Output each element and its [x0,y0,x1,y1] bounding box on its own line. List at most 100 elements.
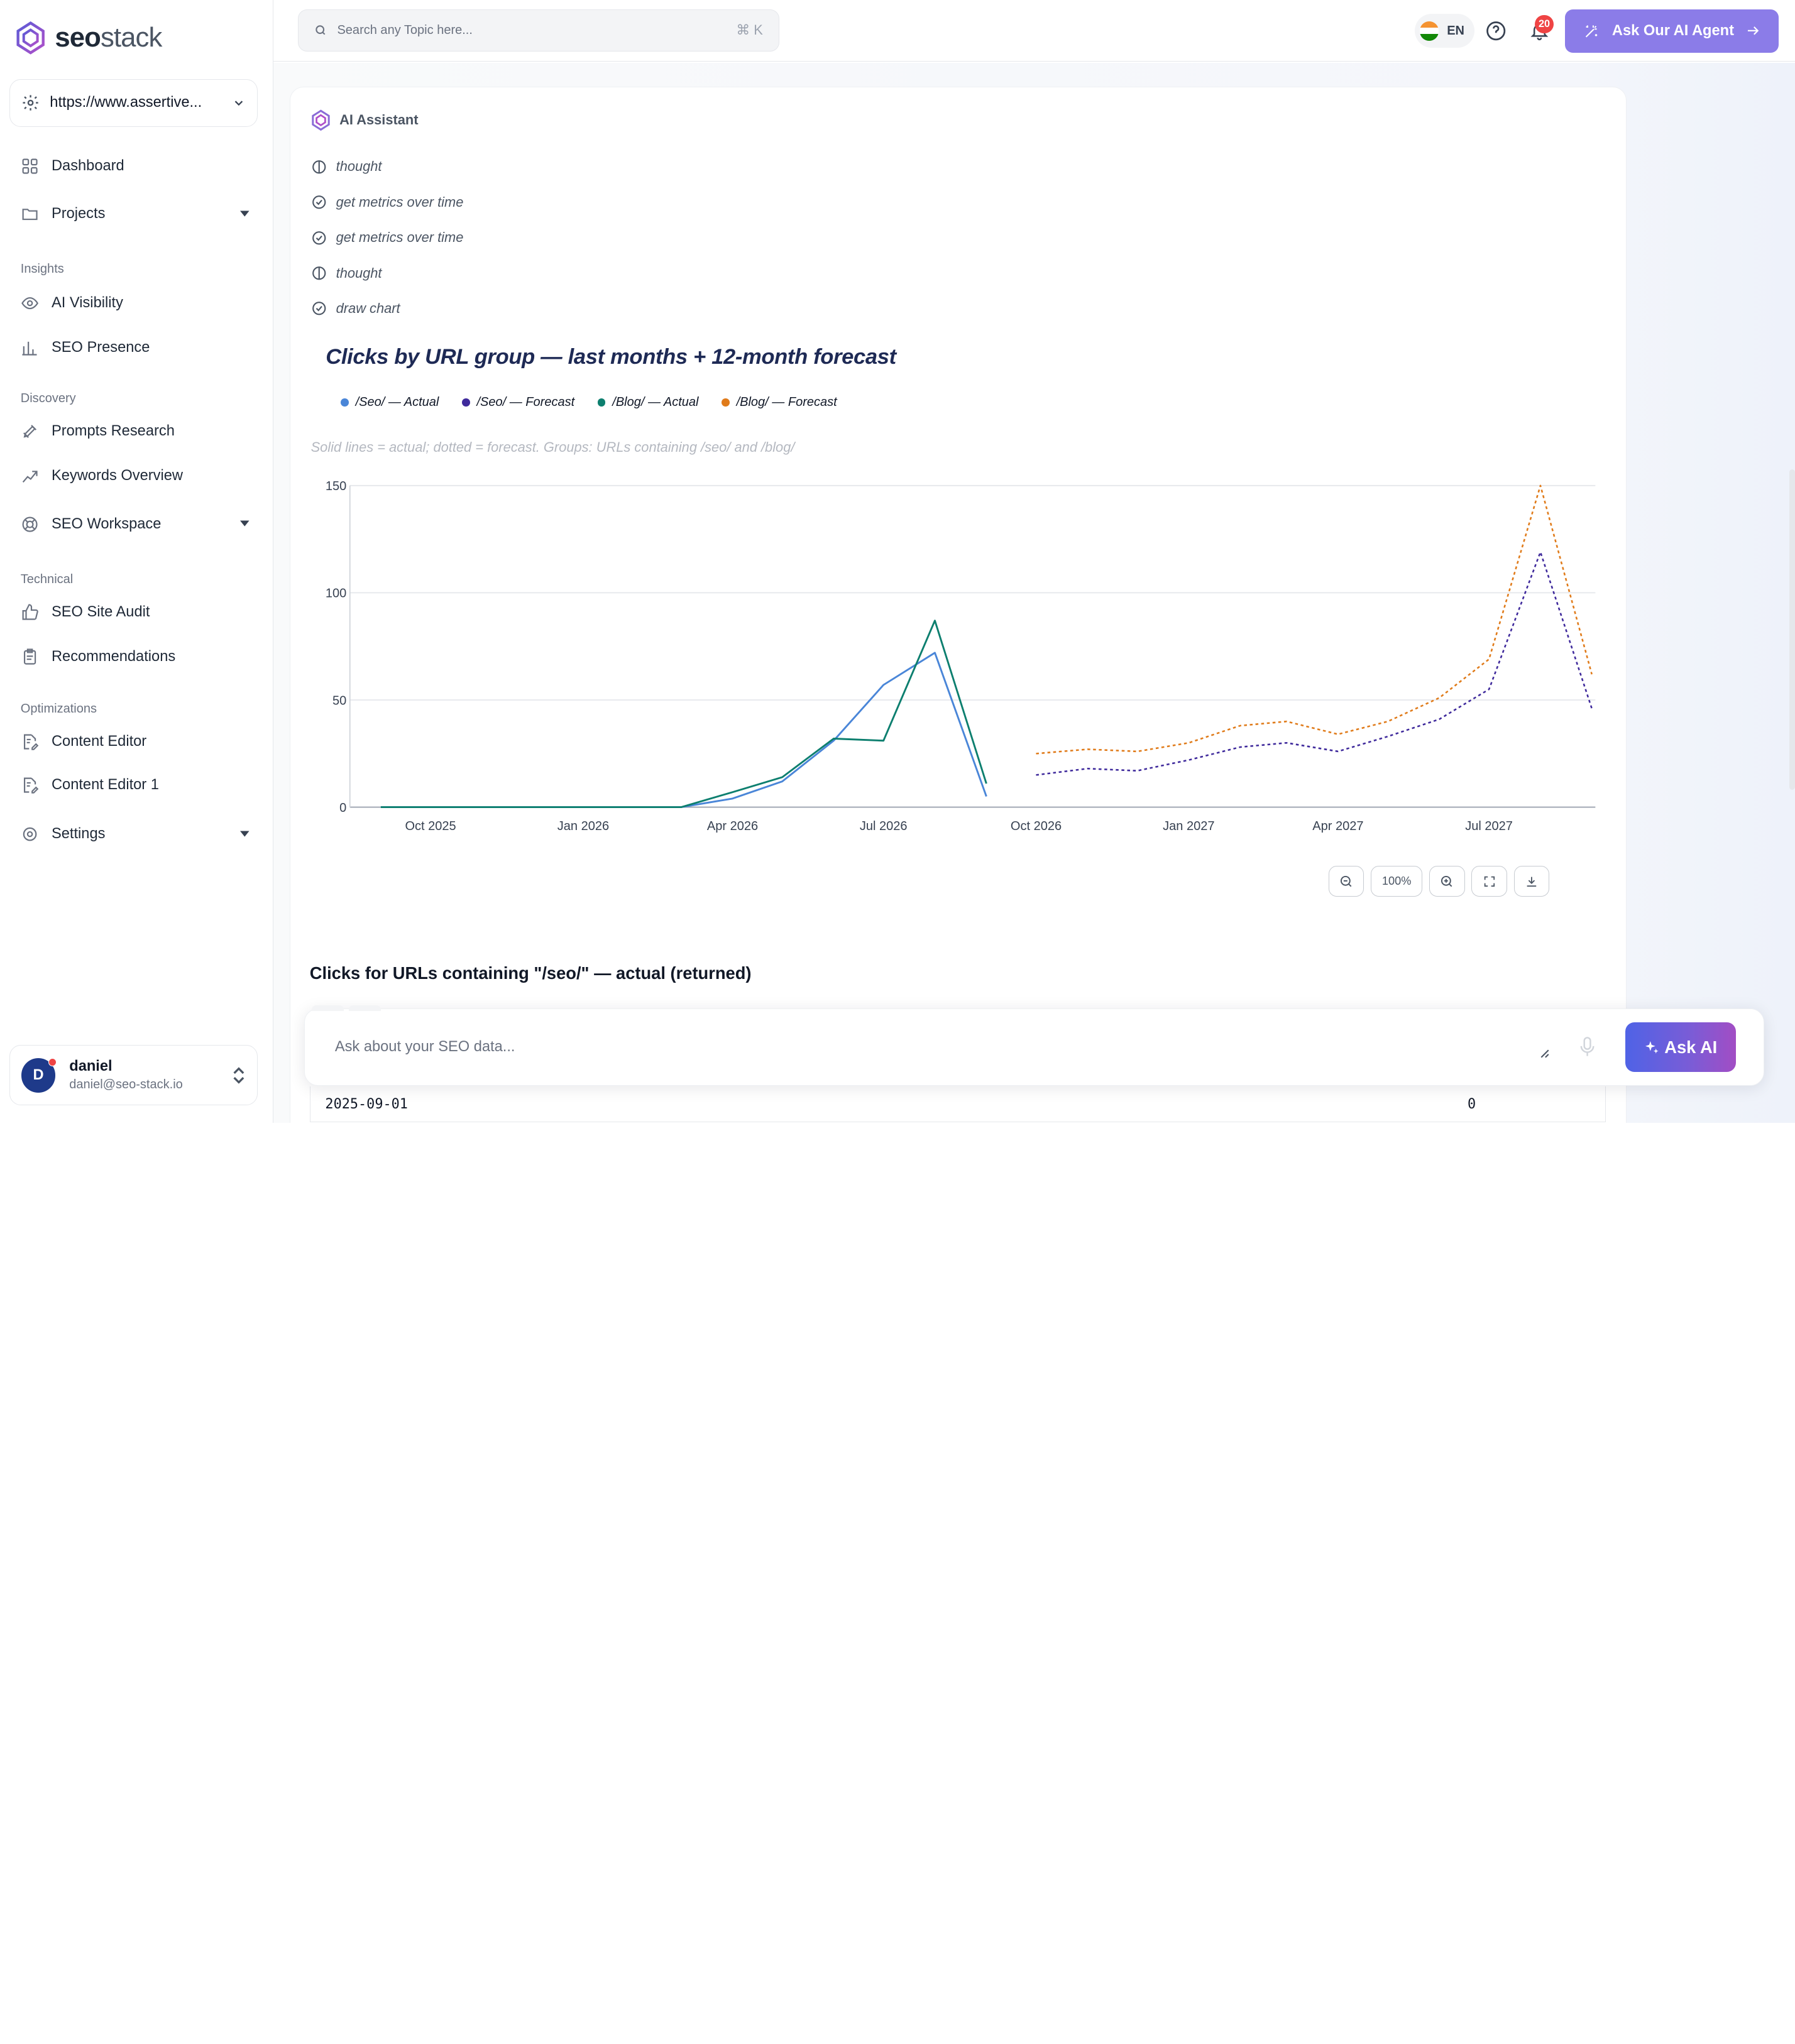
x-tick-label: Jul 2026 [860,819,908,833]
trend-icon [22,471,38,483]
sidebar-item-label: Projects [51,205,106,222]
zoom-level[interactable]: 100% [1371,865,1423,897]
download-button[interactable] [1513,865,1550,897]
chart-title: Clicks by URL group — last months + 12-m… [326,345,896,369]
scrollbar[interactable] [1789,469,1795,790]
gear-icon [23,827,37,841]
eye-icon [21,297,38,310]
chart-toolbar: 100% [1328,865,1550,897]
section-optimizations: Optimizations [20,701,97,716]
chart-legend: /Seo/ — Actual /Seo/ — Forecast /Blog/ —… [340,395,837,410]
section-discovery: Discovery [20,391,76,405]
logo-icon [16,21,45,55]
sidebar-item-settings[interactable]: Settings [21,825,250,843]
sidebar-item-label: SEO Site Audit [51,603,150,620]
thought-icon [312,266,326,280]
sidebar-item-dashboard[interactable]: Dashboard [21,157,250,175]
zoom-in-icon [1441,875,1452,887]
series-line-blog-forecast [1036,484,1593,755]
ask-ai-button[interactable]: Ask AI [1625,1022,1737,1072]
chevron-down-icon [234,101,243,106]
legend-item-blog-actual[interactable]: /Blog/ — Actual [597,395,699,410]
cell-date: 2025-09-01 [325,1096,408,1112]
line-chart[interactable]: 0 50 100 150 Oct 2025 Jan 2026 Apr 2026 Jul 202… [290,465,1627,854]
legend-item-seo-actual[interactable]: /Seo/ — Actual [340,395,439,410]
search-shortcut: ⌘ K [736,22,763,38]
series-line-seo-forecast [1036,551,1593,777]
sidebar-item-content-editor[interactable]: Content Editor [21,733,250,751]
grid-icon [22,158,38,174]
search-input[interactable]: Search any Topic here... [337,23,473,37]
step-item: get metrics over time [311,194,464,210]
ask-ai-agent-button[interactable]: Ask Our AI Agent [1564,9,1779,53]
sidebar-item-recommendations[interactable]: Recommendations [21,648,250,666]
sidebar-item-projects[interactable]: Projects [21,205,250,223]
legend-label: /Blog/ — Forecast [736,395,837,410]
sidebar-item-ai-visibility[interactable]: AI Visibility [21,294,250,312]
notification-badge: 20 [1535,14,1554,33]
x-tick-label: Apr 2027 [1312,819,1363,833]
site-selector[interactable]: https://www.assertive... [9,79,258,128]
search-icon [316,25,326,35]
legend-label: /Blog/ — Actual [612,395,699,410]
assistant-card: AI Assistant thought get metrics over ti… [289,87,1627,1123]
ask-ai-label: Ask AI [1664,1037,1718,1057]
ask-input[interactable] [334,1038,1503,1056]
zoom-out-button[interactable] [1328,865,1364,897]
fullscreen-button[interactable] [1471,865,1507,897]
sidebar-item-prompts-research[interactable]: Prompts Research [21,422,250,440]
main-content: AI Assistant thought get metrics over ti… [273,63,1795,1123]
ask-ai-agent-label: Ask Our AI Agent [1611,22,1734,39]
magic-wand-icon [1586,25,1598,37]
user-name: daniel [69,1058,113,1075]
legend-item-seo-forecast[interactable]: /Seo/ — Forecast [461,395,575,410]
resize-handle-icon[interactable] [1539,1048,1549,1058]
zoom-in-button[interactable] [1429,865,1465,897]
language-selector[interactable]: EN [1415,13,1475,48]
language-label: EN [1447,23,1465,38]
y-tick-label: 150 [326,480,346,494]
folder-icon [22,209,38,221]
legend-swatch [340,398,349,407]
legend-item-blog-forecast[interactable]: /Blog/ — Forecast [721,395,837,410]
section-insights: Insights [20,262,64,276]
x-tick-label: Jul 2027 [1465,819,1513,833]
sidebar-item-label: Settings [51,826,106,843]
sidebar-item-seo-workspace[interactable]: SEO Workspace [21,515,250,533]
clipboard-icon [23,648,36,665]
check-circle-icon [312,302,326,315]
chevron-up-down-icon [233,1066,244,1084]
check-circle-icon [312,195,326,209]
table-row: 2025-09-01 0 [309,1086,1606,1122]
step-label: thought [336,265,382,281]
series-line-blog-actual [380,620,987,809]
sidebar-item-keywords-overview[interactable]: Keywords Overview [21,467,250,485]
sidebar-item-label: Content Editor [51,733,147,750]
zoom-out-icon [1341,875,1352,887]
india-flag-icon [1419,21,1439,41]
section-technical: Technical [20,572,74,586]
assistant-title: AI Assistant [339,112,419,128]
check-circle-icon [312,231,326,244]
sidebar-item-content-editor-1[interactable]: Content Editor 1 [21,776,250,794]
y-tick-label: 50 [332,694,346,708]
step-item: get metrics over time [311,229,463,246]
microphone-icon[interactable] [1578,1034,1596,1059]
legend-swatch [597,398,606,407]
bar-chart-icon [22,341,37,356]
search-bar[interactable]: Search any Topic here... ⌘ K [297,9,780,52]
logo[interactable]: seostack [16,21,162,55]
user-email: daniel@seo-stack.io [69,1078,183,1092]
user-menu[interactable]: D daniel daniel@seo-stack.io [9,1044,258,1106]
lifebuoy-icon [22,516,38,532]
sidebar-item-seo-presence[interactable]: SEO Presence [21,339,250,357]
legend-swatch [721,398,730,407]
brand-name: seostack [55,22,162,53]
legend-label: /Seo/ — Forecast [476,395,575,410]
sidebar-item-seo-site-audit[interactable]: SEO Site Audit [21,603,250,621]
x-tick-label: Apr 2026 [707,819,758,833]
help-icon[interactable] [1485,19,1507,42]
x-tick-label: Oct 2026 [1011,819,1062,833]
ask-bar-tabs [312,1005,381,1012]
step-label: get metrics over time [336,194,464,210]
